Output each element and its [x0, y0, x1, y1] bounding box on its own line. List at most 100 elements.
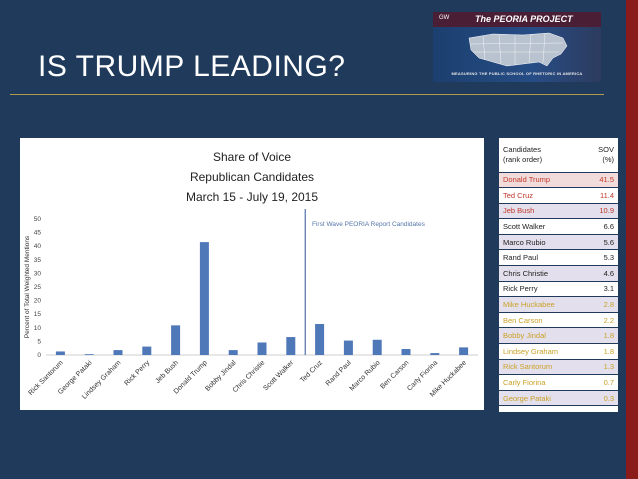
y-tick-label: 0: [37, 352, 41, 359]
sov-value-cell: 11.4: [585, 187, 618, 204]
header-sov-label: SOV: [598, 145, 614, 155]
bar-ted-cruz: [315, 323, 325, 355]
candidate-name-cell: Marco Rubio: [499, 234, 586, 251]
y-tick-label: 40: [34, 243, 42, 250]
bar-george-pataki: [84, 354, 94, 355]
bar-carly-fiorina: [430, 353, 440, 355]
y-tick-label: 50: [34, 216, 42, 223]
share-of-voice-chart: Share of Voice Republican Candidates Mar…: [20, 138, 484, 410]
bar-chart-plot: 0 5 10 15 20 25 30 35 40 45 50 Percent of Total Wei…: [24, 209, 478, 401]
sov-value-cell: 6.6: [585, 218, 618, 235]
candidate-name-cell: Carly Fiorina: [499, 374, 586, 391]
header-unit-label: (%): [602, 154, 614, 164]
table-row: Rick Santorum 1.3: [499, 359, 618, 376]
x-tick-label: Ted Cruz: [299, 359, 324, 384]
candidate-name-cell: Mike Huckabee: [499, 296, 586, 313]
y-tick-label: 25: [34, 284, 42, 291]
sov-value-cell: 5.3: [585, 249, 618, 267]
bar-bobby-jindal: [228, 350, 238, 355]
banner-subtitle: MEASURING THE PUBLIC SCHOOL OF RHETORIC …: [451, 71, 583, 76]
table-row: Rand Paul 5.3: [499, 249, 618, 267]
bar-scott-walker: [286, 337, 296, 355]
sov-value-cell: 1.8: [585, 327, 618, 345]
sov-value-cell: 0.7: [585, 374, 618, 391]
y-axis-label: Percent of Total Weighted Mentions: [24, 235, 31, 338]
reference-line-label: First Wave PEORIA Report Candidates: [312, 221, 425, 228]
title-divider: [10, 94, 604, 95]
banner-top-strip: [433, 12, 601, 27]
x-tick-label: Rick Perry: [123, 359, 151, 387]
table-row: Carly Fiorina 0.7: [499, 374, 618, 391]
x-tick-label: Marco Rubio: [349, 359, 382, 392]
right-edge-bar: [626, 0, 638, 479]
table-row: Bobby Jindal 1.8: [499, 327, 618, 345]
table-row: Donald Trump 41.5: [499, 172, 618, 189]
bar-ben-carson: [401, 349, 411, 355]
x-tick-label: Rand Paul: [325, 359, 353, 387]
table-row: Marco Rubio 5.6: [499, 234, 618, 251]
candidate-name-cell: Rand Paul: [499, 249, 586, 267]
sov-value-cell: 0.3: [585, 390, 618, 407]
header-sov: SOV (%): [585, 138, 618, 173]
bar-rick-perry: [142, 346, 152, 355]
x-tick-label: Jeb Bush: [154, 359, 180, 385]
table-body: Donald Trump 41.5 Ted Cruz 11.4 Jeb Bush 10.9…: [499, 172, 618, 407]
table-row: Ted Cruz 11.4: [499, 187, 618, 204]
chart-subtitle-1: Republican Candidates: [189, 170, 315, 184]
y-tick-label: 35: [34, 257, 42, 264]
candidate-name-cell: Jeb Bush: [499, 203, 586, 220]
peoria-project-banner: GW The PEORIA PROJECT MEASURING THE PUBL…: [433, 12, 601, 82]
candidate-name-cell: Ted Cruz: [499, 187, 586, 204]
header-candidates-label: Candidates: [503, 145, 541, 155]
y-tick-label: 45: [34, 230, 42, 237]
y-tick-label: 10: [34, 325, 42, 332]
candidate-name-cell: George Pataki: [499, 390, 586, 407]
bar-marco-rubio: [372, 339, 382, 355]
sov-value-cell: 1.8: [585, 343, 618, 360]
y-tick-label: 5: [37, 338, 41, 345]
header-candidates: Candidates (rank order): [499, 138, 586, 173]
slide-title: IS TRUMP LEADING?: [38, 50, 346, 83]
header-rank-label: (rank order): [503, 154, 543, 164]
sov-value-cell: 41.5: [585, 172, 618, 189]
us-map-graphic: [468, 32, 568, 67]
chart-subtitle-2: March 15 - July 19, 2015: [185, 190, 319, 204]
candidate-name-cell: Rick Perry: [499, 281, 586, 298]
table-row: Chris Christie 4.6: [499, 265, 618, 282]
table-header-row: Candidates (rank order) SOV (%): [499, 138, 618, 173]
bar-jeb-bush: [171, 325, 181, 355]
chart-title: Share of Voice: [212, 150, 292, 164]
y-tick-label: 15: [34, 311, 42, 318]
candidate-name-cell: Bobby Jindal: [499, 327, 586, 345]
sov-value-cell: 10.9: [585, 203, 618, 220]
sov-value-cell: 3.1: [585, 281, 618, 298]
sov-table: Candidates (rank order) SOV (%) Donald T…: [499, 138, 618, 407]
y-tick-label: 20: [34, 298, 42, 305]
bar-lindsey-graham: [113, 350, 123, 355]
bar-rick-santorum: [55, 351, 65, 355]
table-row: George Pataki 0.3: [499, 390, 618, 407]
bar-mike-huckabee: [459, 347, 469, 355]
table-row: Rick Perry 3.1: [499, 281, 618, 298]
sov-value-cell: 2.2: [585, 312, 618, 329]
table-row: Ben Carson 2.2: [499, 312, 618, 329]
sov-value-cell: 2.8: [585, 296, 618, 313]
candidate-name-cell: Ben Carson: [499, 312, 586, 329]
bar-donald-trump: [199, 242, 209, 355]
x-tick-label: Scott Walker: [262, 359, 295, 392]
sov-value-cell: 1.3: [585, 359, 618, 376]
candidate-name-cell: Lindsey Graham: [499, 343, 586, 360]
x-tick-label: Ben Carson: [379, 359, 410, 390]
table-row: Jeb Bush 10.9: [499, 203, 618, 220]
sov-table-panel: Candidates (rank order) SOV (%) Donald T…: [499, 138, 618, 412]
banner-title: The PEORIA PROJECT: [475, 14, 573, 24]
table-row: Scott Walker 6.6: [499, 218, 618, 235]
table-row: Lindsey Graham 1.8: [499, 343, 618, 360]
banner-brand: GW: [439, 15, 450, 21]
candidate-name-cell: Donald Trump: [499, 172, 586, 189]
candidate-name-cell: Chris Christie: [499, 265, 586, 282]
bar-rand-paul: [343, 340, 353, 355]
sov-value-cell: 4.6: [585, 265, 618, 282]
bar-chris-christie: [257, 342, 267, 355]
table-row: Mike Huckabee 2.8: [499, 296, 618, 313]
